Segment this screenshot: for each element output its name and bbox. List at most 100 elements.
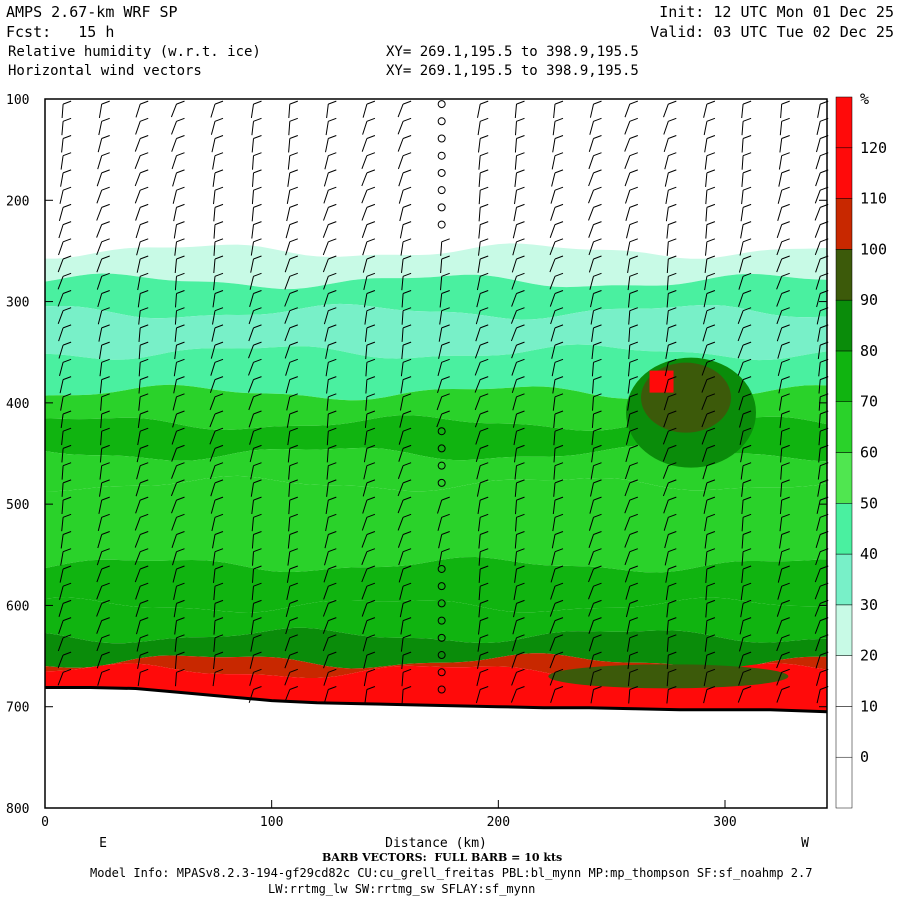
wind-barb [173, 376, 185, 394]
wind-barb [514, 565, 525, 583]
y-tick-label: 600 [6, 599, 29, 614]
endpoint-right: W [801, 836, 809, 851]
wind-barb [624, 135, 638, 152]
wind-barb [364, 427, 376, 446]
wind-barb [399, 221, 412, 239]
wind-barb [397, 496, 412, 514]
wind-barb [99, 444, 110, 463]
wind-barb [174, 634, 185, 652]
wind-barb [777, 203, 790, 221]
wind-barb [551, 341, 564, 359]
wind-barb [739, 617, 752, 635]
wind-barb [174, 307, 185, 325]
wind-barb [662, 462, 677, 479]
wind-barb [703, 496, 716, 514]
wind-barb [478, 548, 489, 566]
x-tick-label: 0 [41, 815, 49, 830]
wind-barb [437, 461, 446, 470]
wind-barb [437, 427, 446, 436]
x-tick-label: 100 [260, 815, 283, 830]
wind-barb [138, 307, 149, 325]
wind-barb [398, 186, 412, 204]
wind-barb [174, 255, 185, 274]
wind-barb [58, 324, 72, 342]
wind-barb [478, 186, 489, 205]
wind-barb [398, 169, 412, 187]
wind-barb [97, 307, 110, 325]
wind-barb [512, 393, 525, 411]
wind-barb [778, 548, 790, 566]
wind-barb [249, 427, 262, 445]
wind-barb [739, 427, 752, 446]
wind-barb [173, 221, 185, 239]
wind-barb [666, 617, 677, 635]
wind-barb [248, 307, 262, 325]
wind-barb [135, 100, 149, 118]
wind-barb [741, 100, 752, 119]
wind-barb [171, 513, 185, 531]
colorbar-label: 40 [860, 545, 878, 563]
wind-barb [476, 272, 489, 291]
wind-barb [285, 358, 298, 376]
wind-barb [361, 548, 376, 565]
wind-barb [135, 117, 149, 135]
wind-barb [251, 496, 262, 515]
wind-barb [477, 100, 489, 118]
wind-barb [513, 203, 525, 222]
wind-barb [478, 513, 489, 532]
wind-barb [248, 324, 262, 342]
model-info-2: LW:rrtmg_lw SW:rrtmg_sw SFLAY:sf_mynn [268, 882, 536, 896]
wind-barb [250, 255, 262, 273]
wind-barb [778, 152, 790, 170]
wind-barb [209, 444, 224, 462]
rh-layer [45, 475, 827, 573]
wind-barb [702, 324, 716, 342]
wind-barb [553, 427, 564, 446]
wind-barb [323, 668, 337, 686]
wind-barb [284, 651, 298, 669]
wind-barb [588, 513, 602, 531]
wind-barb [401, 290, 412, 308]
wind-barb [511, 668, 525, 686]
wind-barb [625, 599, 638, 618]
wind-barb [776, 307, 790, 325]
wind-barb [511, 290, 525, 307]
wind-barb [510, 307, 525, 324]
wind-barb [437, 444, 446, 453]
wind-barb [98, 324, 110, 342]
wind-barb [96, 203, 110, 221]
wind-barb [136, 634, 149, 652]
wind-barb [134, 513, 149, 531]
colorbar-swatch [835, 299, 853, 352]
wind-barb [666, 290, 677, 308]
wind-barb [437, 186, 446, 195]
wind-barb [589, 496, 602, 514]
wind-barb [171, 496, 185, 514]
wind-barb [666, 668, 677, 687]
wind-barb [136, 444, 149, 463]
wind-barb [779, 496, 790, 515]
wind-barb [628, 358, 638, 377]
wind-barb [703, 686, 716, 704]
wind-barb [512, 238, 525, 256]
wind-barb [96, 255, 110, 273]
wind-barb [665, 582, 677, 601]
wind-barb [478, 221, 489, 239]
colorbar-swatch [835, 350, 853, 402]
wind-barb [666, 221, 677, 239]
wind-barb [57, 668, 72, 686]
rh-layer [45, 303, 827, 361]
wind-barb [61, 135, 72, 153]
wind-barb [436, 393, 450, 411]
wind-barb [322, 238, 337, 256]
wind-barb [475, 444, 489, 463]
wind-barb [738, 255, 752, 273]
wind-barb [288, 462, 298, 480]
wind-barb [776, 668, 790, 686]
wind-barb [551, 548, 564, 566]
wind-barb [778, 376, 790, 394]
wind-barb [326, 427, 337, 446]
wind-barb [776, 221, 790, 239]
wind-barb [286, 582, 298, 601]
x-tick-label: 300 [713, 815, 736, 830]
